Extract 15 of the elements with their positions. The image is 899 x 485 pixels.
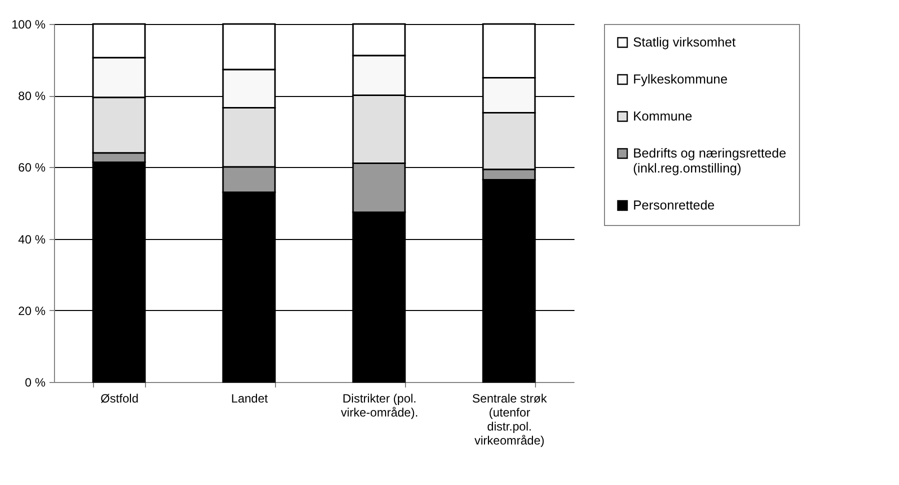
- y-tick-label: 0 %: [24, 376, 46, 390]
- legend-label: Kommune: [633, 108, 692, 124]
- legend-label: Bedrifts og næringsrettede (inkl.reg.omstilling): [633, 146, 786, 176]
- y-tick-label: 80 %: [18, 89, 46, 104]
- legend-label: Personrettede: [633, 198, 715, 212]
- y-tick-label: 60 %: [18, 160, 46, 175]
- legend-label: Fylkeskommune: [633, 72, 728, 86]
- y-tick-label: 20 %: [18, 304, 46, 318]
- y-tick-label: 40 %: [18, 232, 46, 246]
- y-tick-label: 100 %: [11, 18, 46, 32]
- legend-label: Statlig virksomhet: [633, 34, 736, 50]
- x-tick-label: Sentrale strøk (utenfor distr.pol. virkeområde): [472, 392, 548, 448]
- x-tick-label: Østfold: [100, 392, 139, 406]
- x-tick-label: Landet: [231, 392, 269, 406]
- x-tick-label: Distrikter (pol. virke-område).: [340, 392, 418, 420]
